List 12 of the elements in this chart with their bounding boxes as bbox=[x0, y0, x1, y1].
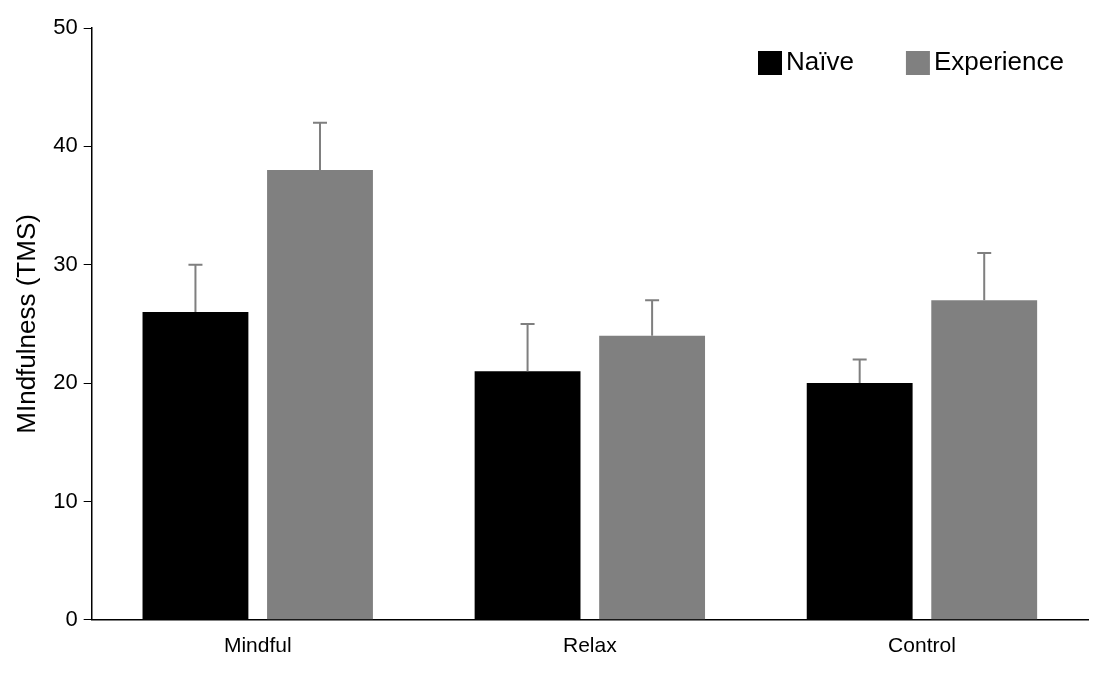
legend-label: Naïve bbox=[786, 46, 854, 77]
y-axis-title: MIndfulness (TMS) bbox=[10, 214, 41, 434]
y-tick-label: 40 bbox=[53, 132, 78, 158]
x-tick-label: Relax bbox=[562, 633, 618, 657]
legend-label: Experience bbox=[933, 46, 1064, 77]
y-tick-label: 10 bbox=[53, 487, 78, 513]
y-tick-label: 30 bbox=[53, 250, 78, 276]
y-tick-label: 50 bbox=[53, 14, 78, 40]
y-tick-label: 0 bbox=[65, 605, 78, 631]
x-tick-label: Control bbox=[888, 633, 956, 657]
y-tick-label: 20 bbox=[53, 369, 78, 395]
x-tick-label: Mindful bbox=[223, 633, 292, 657]
